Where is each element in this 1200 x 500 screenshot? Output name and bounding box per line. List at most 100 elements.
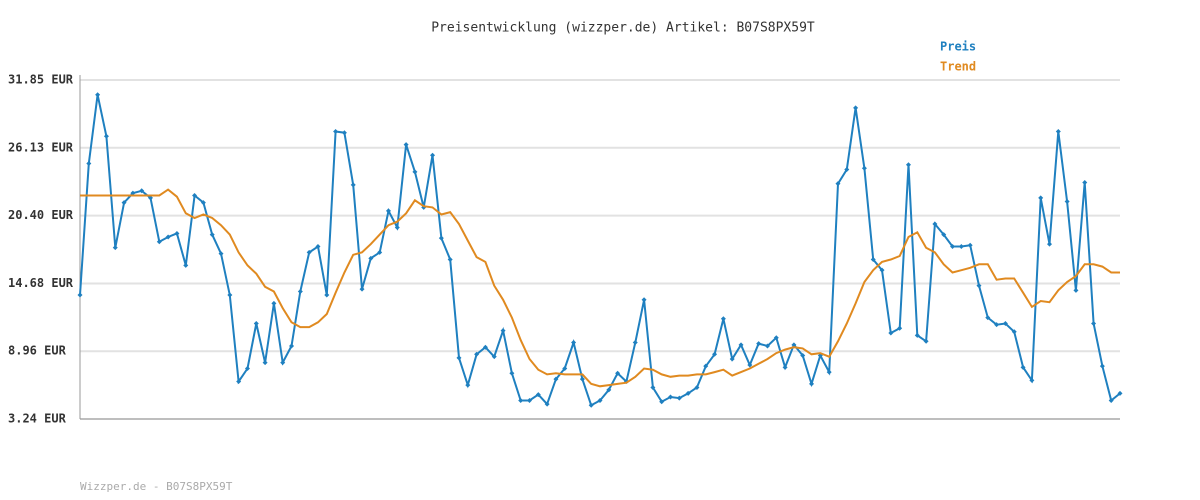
marker (950, 243, 956, 249)
marker (368, 255, 374, 261)
marker (1011, 329, 1017, 335)
marker (403, 142, 409, 148)
marker (174, 230, 180, 236)
marker (694, 384, 700, 390)
marker (738, 342, 744, 348)
marker (500, 328, 506, 334)
y-tick-label: 20.40 EUR (8, 208, 74, 222)
y-tick-label: 14.68 EUR (8, 276, 74, 290)
marker (289, 343, 295, 349)
marker (148, 195, 154, 201)
marker (650, 384, 656, 390)
marker (350, 182, 356, 188)
marker (324, 292, 330, 298)
marker (253, 320, 259, 326)
marker (165, 234, 171, 240)
marker (905, 162, 911, 168)
marker (676, 395, 682, 401)
marker (800, 352, 806, 358)
marker (606, 387, 612, 393)
marker (227, 292, 233, 298)
marker (430, 152, 436, 158)
marker (482, 344, 488, 350)
marker (1002, 320, 1008, 326)
y-tick-label: 31.85 EUR (8, 73, 74, 87)
marker (1073, 287, 1079, 293)
marker (130, 190, 136, 196)
marker (1029, 377, 1035, 383)
marker (1117, 390, 1123, 396)
marker (632, 339, 638, 345)
marker (447, 257, 453, 263)
marker (139, 188, 145, 194)
marker (844, 166, 850, 172)
marker (888, 330, 894, 336)
marker (923, 338, 929, 344)
marker (853, 105, 859, 111)
marker (535, 392, 541, 398)
marker (597, 398, 603, 404)
marker (659, 399, 665, 405)
marker (377, 249, 383, 255)
marker (641, 297, 647, 303)
marker (1108, 398, 1114, 404)
chart-title: Preisentwicklung (wizzper.de) Artikel: B… (431, 21, 815, 36)
marker (835, 181, 841, 187)
marker (1082, 179, 1088, 185)
marker (729, 356, 735, 362)
marker (879, 267, 885, 273)
marker (103, 133, 109, 139)
y-tick-label: 8.96 EUR (8, 344, 67, 358)
marker (791, 342, 797, 348)
marker (156, 239, 162, 245)
line-preis (79, 94, 1121, 407)
marker (183, 262, 189, 268)
marker (985, 315, 991, 321)
marker (394, 225, 400, 231)
legend-entry: Preis (940, 40, 976, 54)
marker (809, 381, 815, 387)
footer: Wizzper.de - B07S8PX59T (80, 480, 233, 493)
marker (112, 245, 118, 251)
marker (218, 251, 224, 257)
marker (315, 243, 321, 249)
marker (200, 200, 206, 206)
marker (870, 257, 876, 263)
marker (958, 243, 964, 249)
marker (861, 165, 867, 171)
marker (562, 366, 568, 372)
marker (720, 316, 726, 322)
marker (897, 325, 903, 331)
marker (994, 322, 1000, 328)
marker (553, 376, 559, 382)
marker (509, 370, 515, 376)
marker (1038, 195, 1044, 201)
marker (77, 292, 83, 298)
y-tick-label: 26.13 EUR (8, 140, 74, 154)
marker (236, 379, 242, 385)
marker (333, 129, 339, 135)
marker (615, 370, 621, 376)
marker (782, 364, 788, 370)
marker (297, 289, 303, 295)
marker (1091, 320, 1097, 326)
marker (271, 300, 277, 306)
marker (456, 355, 462, 361)
marker (1099, 363, 1105, 369)
marker (967, 242, 973, 248)
marker (306, 249, 312, 255)
marker (341, 130, 347, 136)
marker (1064, 198, 1070, 204)
marker (712, 351, 718, 357)
marker (703, 363, 709, 369)
marker (438, 235, 444, 241)
marker (465, 382, 471, 388)
marker (280, 360, 286, 366)
legend-entry: Trend (940, 60, 976, 74)
marker (1020, 364, 1026, 370)
marker (668, 394, 674, 400)
marker (756, 341, 762, 347)
marker (121, 200, 127, 206)
marker (412, 169, 418, 175)
